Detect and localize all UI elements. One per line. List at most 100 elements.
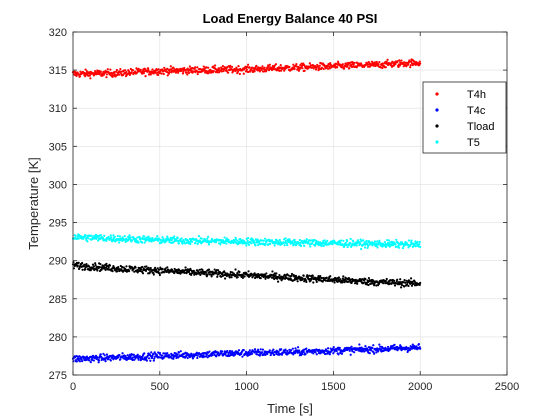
data-point — [131, 356, 135, 359]
data-point — [103, 234, 106, 237]
data-point — [400, 283, 404, 287]
data-point — [315, 280, 318, 283]
data-point — [156, 267, 159, 270]
data-point — [81, 261, 84, 265]
data-point — [319, 274, 322, 278]
data-point — [386, 345, 390, 349]
data-point — [257, 243, 260, 247]
data-point — [75, 74, 78, 77]
data-point — [89, 77, 92, 80]
data-point — [336, 66, 339, 69]
data-point — [367, 345, 371, 349]
data-point — [339, 241, 342, 244]
data-point — [278, 238, 281, 242]
data-point — [382, 282, 385, 285]
data-point — [113, 70, 116, 74]
data-point — [300, 244, 303, 248]
data-point — [298, 238, 301, 242]
data-point — [140, 268, 143, 271]
data-point — [366, 63, 369, 66]
data-point — [305, 238, 308, 241]
data-point — [144, 68, 147, 71]
data-point — [184, 242, 187, 245]
data-point — [79, 70, 82, 73]
data-point — [278, 69, 281, 72]
data-point — [419, 245, 422, 248]
data-point — [313, 238, 316, 242]
data-point — [143, 241, 146, 244]
data-point — [149, 359, 152, 362]
data-point — [137, 241, 140, 244]
data-point — [267, 243, 270, 246]
y-tick-label: 315 — [49, 65, 67, 77]
data-point — [312, 352, 315, 355]
data-point — [269, 242, 272, 245]
data-point — [141, 265, 144, 269]
data-point — [206, 237, 209, 240]
data-point — [203, 272, 206, 276]
data-point — [249, 70, 252, 73]
legend-marker-Tload — [435, 124, 439, 128]
data-point — [190, 69, 193, 72]
data-point — [376, 280, 379, 284]
data-point — [277, 350, 280, 353]
data-point — [123, 235, 126, 238]
data-point — [137, 358, 140, 361]
data-point — [187, 239, 190, 243]
data-point — [183, 271, 186, 274]
data-point — [287, 274, 290, 277]
data-point — [353, 282, 357, 285]
data-point — [403, 278, 406, 282]
data-point — [399, 286, 403, 289]
data-point — [303, 244, 306, 247]
data-point — [121, 74, 125, 77]
data-point — [348, 349, 351, 352]
data-point — [286, 243, 289, 247]
data-point — [133, 358, 136, 361]
data-point — [384, 279, 387, 283]
series-T5-points — [71, 233, 422, 251]
data-point — [221, 273, 224, 276]
data-point — [159, 353, 162, 356]
data-point — [326, 67, 330, 70]
data-point — [143, 70, 146, 73]
data-point — [155, 69, 158, 72]
data-point — [401, 246, 404, 250]
data-point — [207, 66, 210, 69]
data-point — [177, 242, 181, 245]
data-point — [169, 65, 172, 68]
data-point — [288, 348, 291, 351]
data-point — [219, 243, 222, 246]
data-point — [223, 236, 226, 239]
data-point — [172, 66, 175, 69]
data-point — [236, 272, 239, 275]
data-point — [310, 276, 314, 280]
data-point — [325, 241, 328, 244]
data-point — [234, 268, 237, 271]
data-point — [97, 359, 101, 362]
data-point — [200, 237, 203, 240]
data-point — [230, 65, 234, 69]
data-point — [234, 236, 237, 239]
data-point — [295, 62, 298, 66]
data-point — [235, 274, 238, 277]
data-points — [71, 58, 422, 364]
data-point — [177, 71, 180, 74]
data-point — [417, 342, 420, 346]
data-point — [367, 61, 371, 64]
data-point — [131, 239, 134, 242]
data-point — [280, 353, 284, 356]
data-point — [225, 67, 228, 71]
data-point — [217, 269, 220, 272]
data-point — [293, 67, 296, 70]
data-point — [280, 348, 283, 351]
data-point — [220, 275, 223, 278]
data-point — [177, 351, 181, 354]
data-point — [163, 271, 166, 274]
data-point — [76, 235, 79, 238]
data-point — [379, 348, 383, 351]
data-point — [301, 277, 304, 280]
data-point — [112, 234, 115, 237]
data-point — [229, 64, 232, 67]
data-point — [341, 243, 344, 246]
